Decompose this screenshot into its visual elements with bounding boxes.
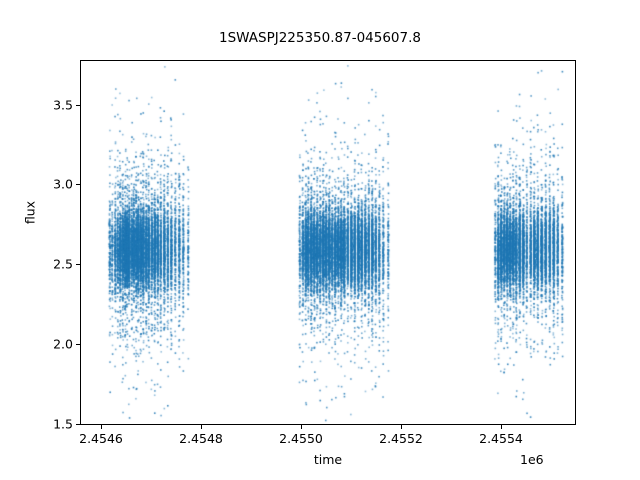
xtick-mark-4 [401, 425, 402, 429]
xtick-label-2_4546: 2.4546 [79, 431, 123, 446]
xtick-mark-2 [201, 425, 202, 429]
ytick-mark-3 [76, 264, 80, 265]
x-axis-offset-text: 1e6 [520, 452, 544, 467]
scatter-plot-canvas [81, 61, 575, 424]
xtick-label-2_4554: 2.4554 [479, 431, 523, 446]
ytick-label-2_0: 2.0 [53, 336, 73, 352]
ytick-label-3_5: 3.5 [53, 97, 73, 113]
ytick-label-1_5: 1.5 [53, 416, 73, 432]
xtick-mark-1 [101, 425, 102, 429]
ytick-mark-5 [76, 105, 80, 106]
xtick-label-2_4550: 2.4550 [279, 431, 323, 446]
xtick-label-group: 2.4546 2.4548 2.4550 2.4552 2.4554 [0, 431, 640, 451]
ytick-label-3_0: 3.0 [53, 176, 73, 192]
ytick-label-2_5: 2.5 [53, 256, 73, 272]
ytick-mark-1 [76, 424, 80, 425]
xtick-label-2_4552: 2.4552 [379, 431, 423, 446]
ytick-label-group: 1.5 2.0 2.5 3.0 3.5 [26, 0, 73, 480]
page-title: 1SWASPJ225350.87-045607.8 [219, 30, 421, 46]
ytick-mark-2 [76, 344, 80, 345]
ytick-mark-4 [76, 184, 80, 185]
xtick-mark-3 [301, 425, 302, 429]
x-axis-label: time [313, 452, 343, 467]
y-axis-label: flux [22, 200, 38, 225]
plot-axes-area [80, 60, 576, 425]
xtick-label-2_4548: 2.4548 [179, 431, 223, 446]
xtick-mark-5 [501, 425, 502, 429]
